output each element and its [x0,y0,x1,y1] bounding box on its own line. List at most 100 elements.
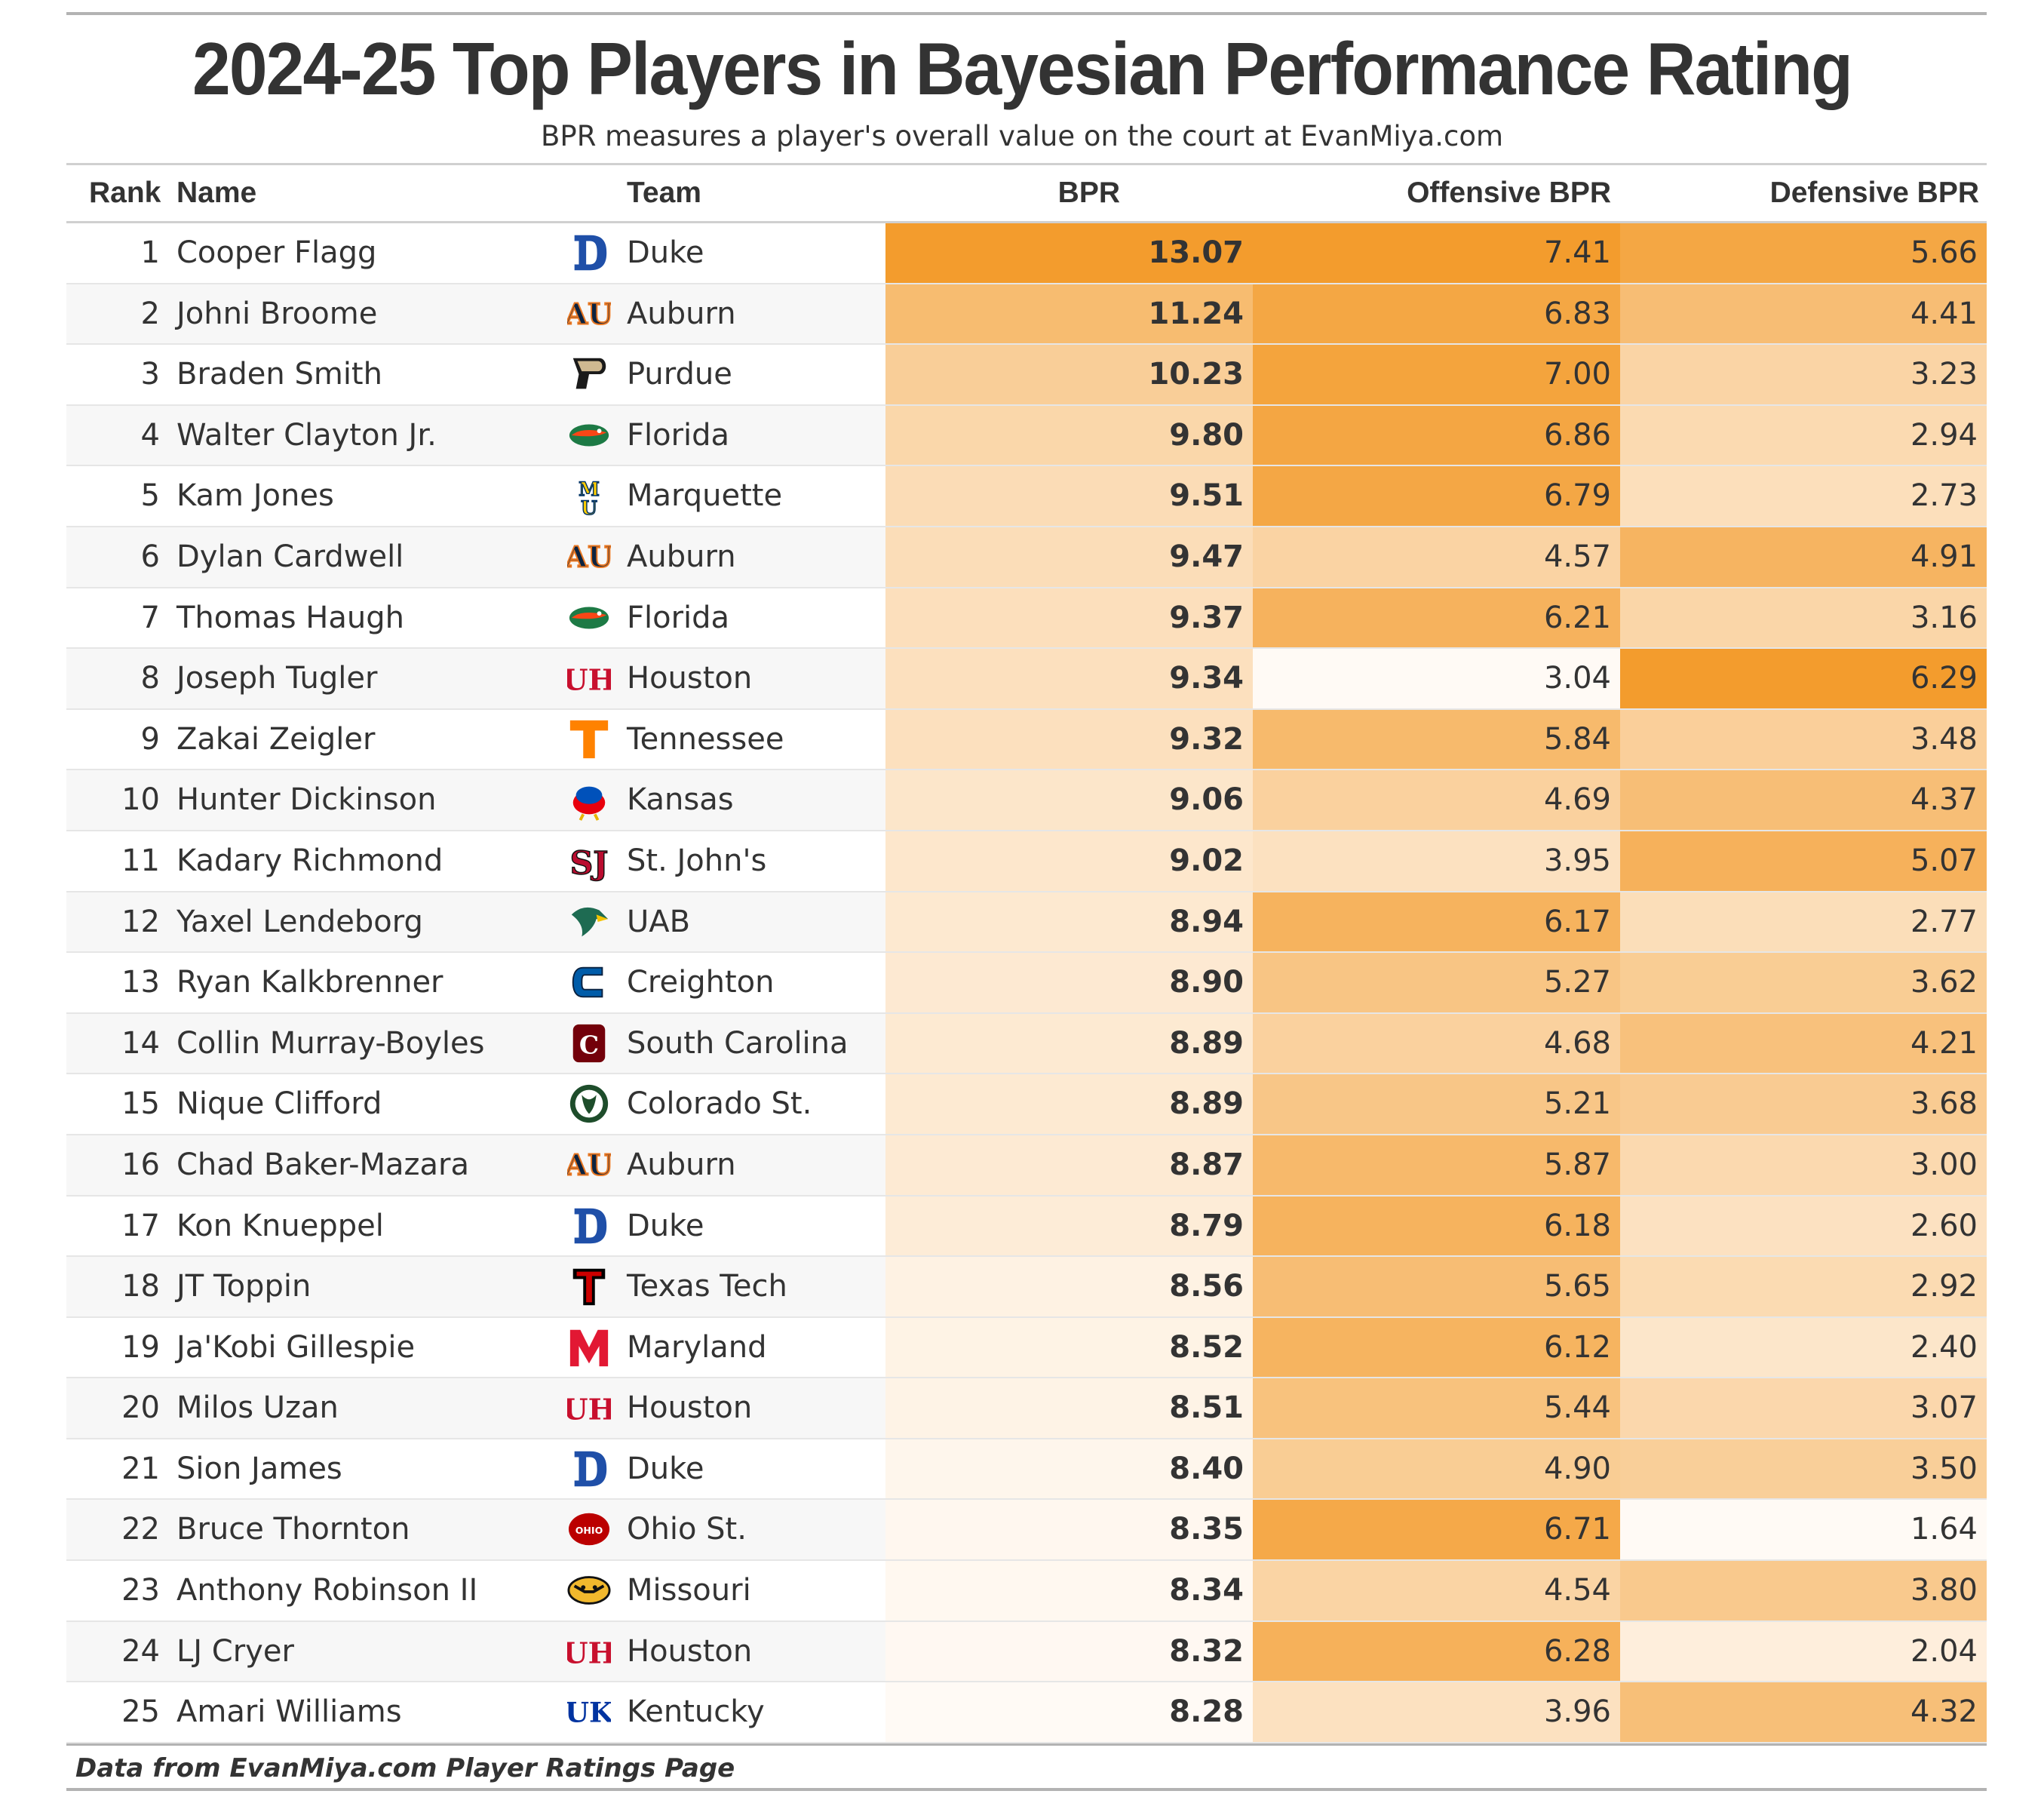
rank-cell: 11 [121,843,160,878]
svg-text:C: C [579,1030,599,1059]
bpr-cell: 9.51 [885,466,1253,526]
defensive-bpr-cell: 3.48 [1620,709,1987,770]
uab-icon [567,892,618,952]
table-row: 10 Hunter Dickinson Kansas 9.06 4.69 4.37 [66,770,1987,831]
offensive-bpr-cell: 6.28 [1253,1621,1620,1682]
kansas-icon [567,770,618,830]
player-name-cell: JT Toppin [176,1269,312,1304]
column-header-rank[interactable]: Rank [89,177,161,209]
team-name-cell: Duke [627,1208,704,1243]
defensive-bpr-cell: 2.60 [1620,1196,1987,1256]
offensive-bpr-cell: 4.90 [1253,1439,1620,1499]
table-row: 7 Thomas Haugh Florida 9.37 6.21 3.16 [66,588,1987,650]
column-header-defensive-bpr[interactable]: Defensive BPR [1769,177,1979,209]
player-name-cell: Ja'Kobi Gillespie [176,1329,416,1365]
table-row: 11 Kadary Richmond SJ St. John's 9.02 3.95 5.0… [66,831,1987,892]
bpr-cell: 8.89 [885,1013,1253,1074]
column-header-bpr[interactable]: BPR [1057,177,1120,209]
defensive-bpr-cell: 2.04 [1620,1621,1987,1682]
offensive-bpr-cell: 6.79 [1253,466,1620,526]
svg-text:UK: UK [567,1697,611,1729]
column-header-offensive-bpr[interactable]: Offensive BPR [1407,177,1611,209]
rank-cell: 23 [121,1573,160,1608]
team-name-cell: Kansas [627,782,734,818]
bpr-cell: 10.23 [885,345,1253,404]
player-name-cell: Bruce Thornton [176,1512,410,1547]
offensive-bpr-cell: 4.54 [1253,1561,1620,1620]
rank-cell: 5 [140,478,160,514]
table-row: 19 Ja'Kobi Gillespie Maryland 8.52 6.12 2.40 [66,1317,1987,1379]
houston-icon: UH [567,649,618,708]
defensive-bpr-cell: 6.29 [1620,649,1987,708]
team-name-cell: Marquette [627,478,783,514]
rank-cell: 12 [121,904,160,939]
team-name-cell: Creighton [627,965,775,1000]
bpr-cell: 8.89 [885,1074,1253,1134]
rank-cell: 7 [140,600,160,635]
defensive-bpr-cell: 3.07 [1620,1378,1987,1438]
player-name-cell: Kadary Richmond [176,843,443,878]
team-name-cell: Duke [627,235,704,270]
bpr-cell: 8.87 [885,1135,1253,1195]
chart-title: 2024-25 Top Players in Bayesian Performa… [192,27,1853,110]
defensive-bpr-cell: 4.41 [1620,284,1987,344]
table-row: 3 Braden Smith Purdue 10.23 7.00 3.23 [66,345,1987,406]
offensive-bpr-cell: 4.68 [1253,1013,1620,1074]
offensive-bpr-cell: 6.18 [1253,1196,1620,1256]
offensive-bpr-cell: 7.41 [1253,223,1620,283]
bottom-rule [66,1788,1987,1791]
team-name-cell: Ohio St. [627,1512,747,1547]
column-header-team[interactable]: Team [627,177,701,209]
defensive-bpr-cell: 2.40 [1620,1317,1987,1378]
defensive-bpr-cell: 2.77 [1620,892,1987,952]
bpr-cell: 9.37 [885,588,1253,648]
defensive-bpr-cell: 4.32 [1620,1682,1987,1742]
offensive-bpr-cell: 6.17 [1253,892,1620,952]
defensive-bpr-cell: 3.23 [1620,345,1987,404]
defensive-bpr-cell: 3.50 [1620,1439,1987,1499]
team-name-cell: Maryland [627,1329,767,1365]
bpr-cell: 9.47 [885,527,1253,587]
rank-cell: 22 [121,1512,160,1547]
florida-icon [567,406,618,465]
rank-cell: 19 [121,1329,160,1365]
team-name-cell: St. John's [627,843,767,878]
bpr-cell: 8.32 [885,1621,1253,1682]
table-row: 8 Joseph Tugler UH Houston 9.343.046.29 [66,649,1987,710]
header-top-rule [66,163,1987,165]
duke-icon [567,1197,618,1256]
team-name-cell: Colorado St. [627,1086,812,1122]
offensive-bpr-cell: 6.71 [1253,1500,1620,1560]
player-name-cell: Amari Williams [176,1694,402,1730]
defensive-bpr-cell: 2.92 [1620,1257,1987,1316]
player-name-cell: Kam Jones [176,478,334,514]
team-name-cell: Florida [627,600,730,635]
defensive-bpr-cell: 4.21 [1620,1013,1987,1074]
defensive-bpr-cell: 4.37 [1620,770,1987,830]
player-name-cell: Milos Uzan [176,1390,339,1426]
bpr-cell: 9.06 [885,770,1253,830]
offensive-bpr-cell: 3.04 [1253,649,1620,708]
rank-cell: 13 [121,965,160,1000]
bpr-cell: 9.34 [885,649,1253,708]
player-name-cell: Johni Broome [176,296,378,331]
purdue-icon [567,345,618,404]
team-name-cell: Missouri [627,1573,751,1608]
defensive-bpr-cell: 2.94 [1620,405,1987,465]
rank-cell: 16 [121,1147,160,1182]
table-row: 15 Nique Clifford Colorado St. 8.89 5.21 3.68 [66,1074,1987,1135]
team-name-cell: Auburn [627,539,736,574]
svg-text:UH: UH [567,1393,611,1427]
st-johns-icon: SJ [567,831,618,891]
table-bottom-rule [66,1743,1987,1746]
offensive-bpr-cell: 4.69 [1253,770,1620,830]
rank-cell: 17 [121,1208,160,1243]
bpr-cell: 8.52 [885,1317,1253,1378]
column-header-name[interactable]: Name [176,177,257,209]
table-row: 5 Kam Jones M U Marquette 9.51 6.79 2.73 [66,466,1987,527]
defensive-bpr-cell: 1.64 [1620,1500,1987,1560]
offensive-bpr-cell: 4.57 [1253,527,1620,587]
bpr-cell: 8.51 [885,1378,1253,1438]
rank-cell: 20 [121,1390,160,1426]
